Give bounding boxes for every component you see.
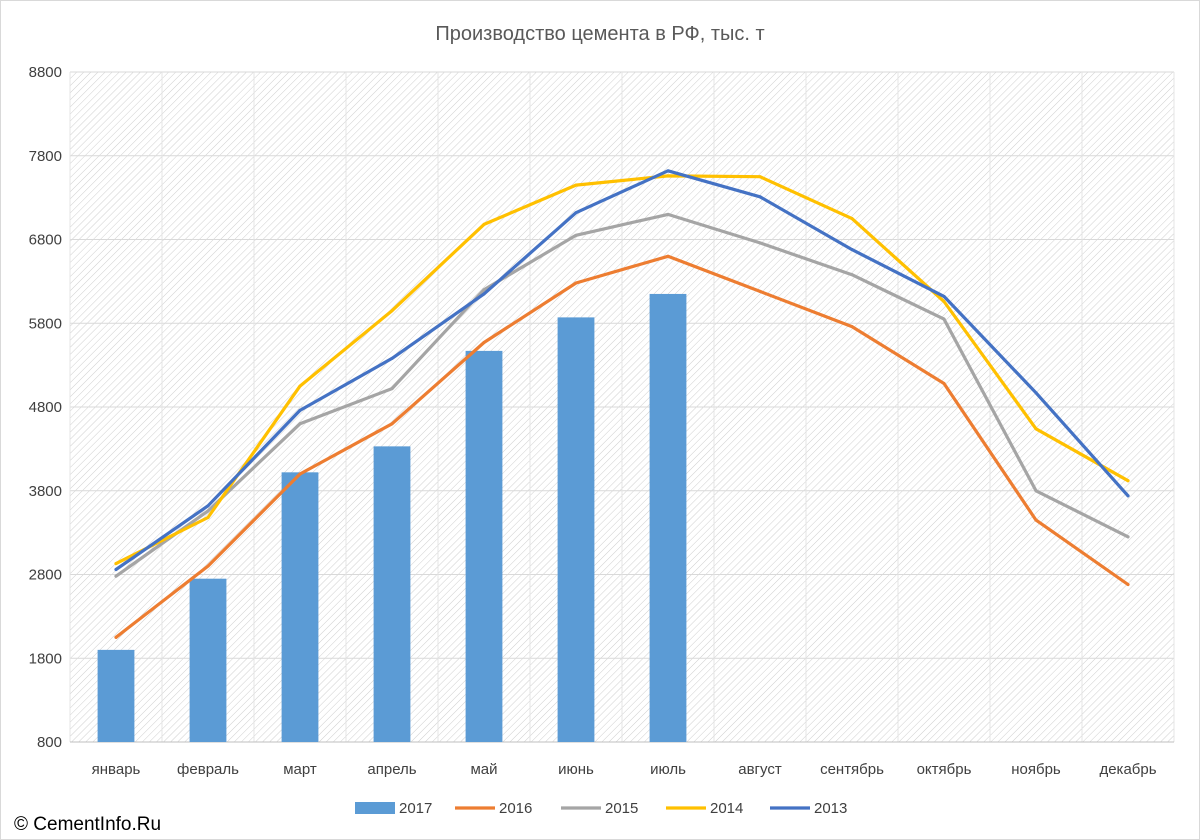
point-2015 [206, 509, 210, 513]
bar-2017 [649, 293, 687, 742]
point-2015 [114, 574, 118, 578]
point-2016 [574, 281, 578, 285]
point-2014 [942, 299, 946, 303]
x-tick-label: февраль [177, 761, 239, 778]
y-tick-label: 2800 [29, 567, 62, 584]
point-2014 [574, 183, 578, 187]
x-tick-label: декабрь [1099, 761, 1156, 778]
y-tick-label: 7800 [29, 148, 62, 165]
point-2016 [298, 472, 302, 476]
gridlines [69, 71, 1175, 743]
credit-text: © CementInfo.Ru [14, 814, 161, 835]
legend-swatch-2017 [355, 802, 395, 814]
point-2014 [206, 516, 210, 520]
bar-2017 [465, 350, 503, 742]
x-tick-label: апрель [367, 761, 416, 778]
point-2016 [666, 254, 670, 258]
point-2016 [758, 289, 762, 293]
x-tick-label: сентябрь [820, 761, 884, 778]
point-2014 [666, 174, 670, 178]
point-2016 [482, 341, 486, 345]
y-tick-label: 3800 [29, 483, 62, 500]
point-2015 [850, 273, 854, 277]
y-tick-label: 1800 [29, 650, 62, 667]
legend-label-2016: 2016 [499, 800, 532, 817]
bar-2017 [189, 578, 227, 742]
x-tick-label: август [738, 761, 782, 778]
y-tick-label: 8800 [29, 64, 62, 81]
point-2015 [666, 212, 670, 216]
point-2016 [850, 325, 854, 329]
x-tick-label: март [283, 761, 317, 778]
point-2016 [114, 635, 118, 639]
bar-2017 [557, 317, 595, 742]
legend: 2017 2016 2015 2014 2013 [355, 800, 847, 817]
point-2013 [574, 211, 578, 215]
y-tick-label: 6800 [29, 232, 62, 249]
point-2014 [390, 309, 394, 313]
line-2013 [114, 169, 1130, 572]
point-2016 [942, 382, 946, 386]
x-tick-label: июль [650, 761, 686, 778]
legend-label-2013: 2013 [814, 800, 847, 817]
point-2015 [482, 288, 486, 292]
point-2016 [390, 422, 394, 426]
line-2015 [114, 212, 1130, 578]
point-2015 [298, 422, 302, 426]
point-2014 [114, 562, 118, 566]
point-2013 [390, 356, 394, 360]
bar-series [97, 293, 687, 742]
x-tick-label: октябрь [917, 761, 972, 778]
point-2013 [850, 248, 854, 252]
point-2013 [298, 408, 302, 412]
legend-label-2015: 2015 [605, 800, 638, 817]
point-2013 [1034, 391, 1038, 395]
y-axis: 800 1800 2800 3800 4800 5800 6800 7800 8800 [29, 64, 62, 751]
legend-label-2014: 2014 [710, 800, 743, 817]
point-2015 [1126, 535, 1130, 539]
point-2013 [482, 292, 486, 296]
point-2015 [1034, 489, 1038, 493]
point-2013 [114, 567, 118, 571]
point-2016 [1126, 583, 1130, 587]
bar-2017 [281, 472, 319, 742]
x-tick-label: январь [92, 761, 141, 778]
point-2016 [206, 564, 210, 568]
x-tick-label: июнь [558, 761, 594, 778]
y-tick-label: 4800 [29, 399, 62, 416]
point-2014 [482, 222, 486, 226]
x-tick-label: май [470, 761, 497, 778]
point-2013 [942, 294, 946, 298]
point-2015 [942, 317, 946, 321]
y-tick-label: 5800 [29, 315, 62, 332]
point-2014 [1034, 427, 1038, 431]
x-axis: январь февраль март апрель май июнь июль август… [92, 761, 1157, 778]
point-2013 [666, 169, 670, 173]
point-2014 [850, 217, 854, 221]
point-2013 [1126, 494, 1130, 498]
point-2016 [1034, 518, 1038, 522]
point-2014 [758, 175, 762, 179]
legend-label-2017: 2017 [399, 800, 432, 817]
point-2014 [1126, 479, 1130, 483]
line-2014 [114, 174, 1130, 566]
point-2013 [206, 504, 210, 508]
chart-title: Производство цемента в РФ, тыс. т [435, 23, 764, 45]
line-2016 [114, 254, 1130, 639]
y-tick-label: 800 [37, 734, 62, 751]
point-2014 [298, 384, 302, 388]
point-2015 [390, 387, 394, 391]
point-2013 [758, 195, 762, 199]
point-2015 [574, 233, 578, 237]
bar-2017 [373, 446, 411, 742]
bar-2017 [97, 649, 135, 742]
point-2015 [758, 241, 762, 245]
x-tick-label: ноябрь [1011, 761, 1061, 778]
line-series [114, 169, 1130, 639]
